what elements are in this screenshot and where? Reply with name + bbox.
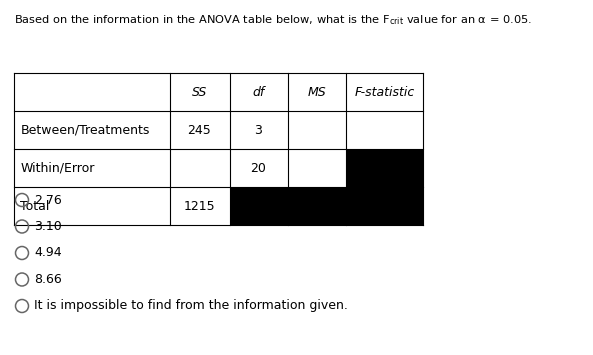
Text: Based on the information in the ANOVA table below, what is the $\mathregular{F}_: Based on the information in the ANOVA ta… bbox=[14, 13, 533, 27]
Text: df: df bbox=[253, 86, 264, 98]
Text: Between/Treatments: Between/Treatments bbox=[21, 124, 150, 137]
Bar bbox=[346, 187, 423, 225]
Bar bbox=[346, 149, 423, 187]
Text: 4.94: 4.94 bbox=[34, 246, 62, 260]
Text: 20: 20 bbox=[251, 162, 266, 175]
Text: MS: MS bbox=[307, 86, 326, 98]
Text: Total: Total bbox=[21, 200, 50, 213]
Text: Within/Error: Within/Error bbox=[21, 162, 95, 175]
Text: 8.66: 8.66 bbox=[34, 273, 62, 286]
Text: SS: SS bbox=[192, 86, 207, 98]
Text: 2.76: 2.76 bbox=[34, 193, 62, 207]
Text: 3: 3 bbox=[254, 124, 263, 137]
Text: It is impossible to find from the information given.: It is impossible to find from the inform… bbox=[34, 300, 348, 312]
Text: 245: 245 bbox=[187, 124, 211, 137]
Text: 3.10: 3.10 bbox=[34, 220, 62, 233]
Bar bbox=[288, 187, 346, 225]
Text: F-statistic: F-statistic bbox=[355, 86, 415, 98]
Bar bbox=[229, 187, 288, 225]
Text: 1215: 1215 bbox=[184, 200, 215, 213]
